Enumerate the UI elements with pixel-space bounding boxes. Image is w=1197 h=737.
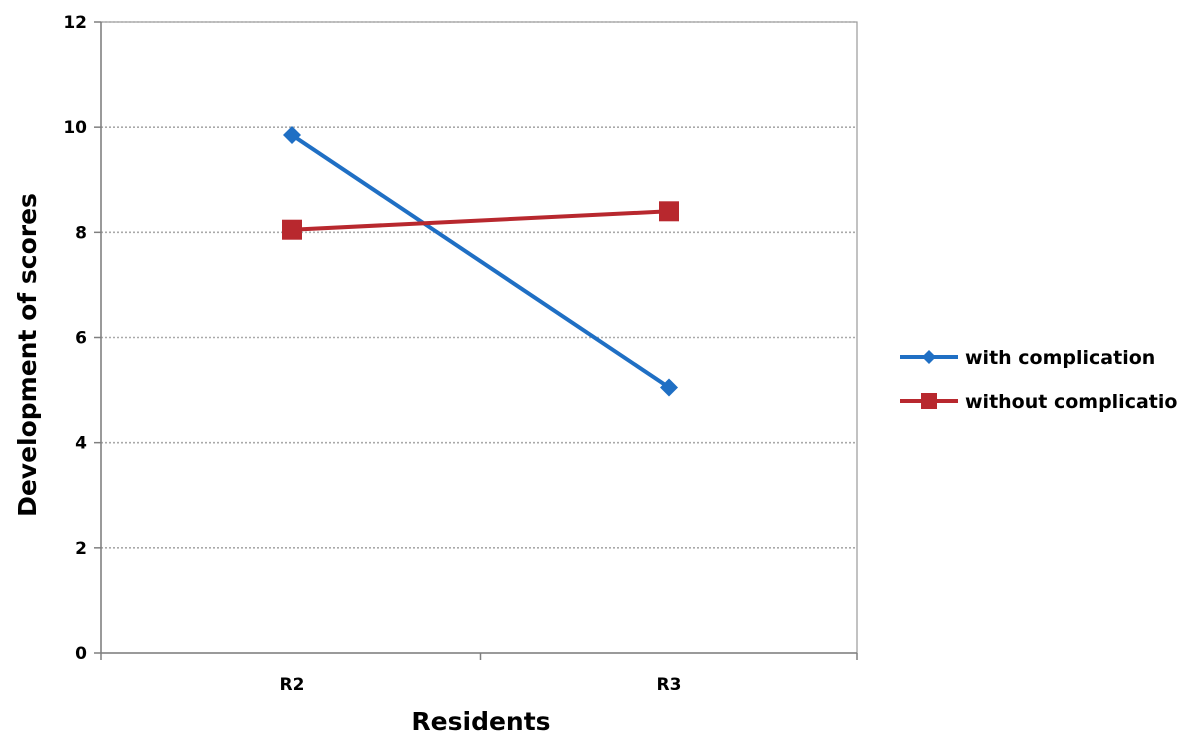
- legend-entry: with complication: [900, 347, 1155, 369]
- data-point: [659, 201, 679, 222]
- legend-entry: without complicatio: [900, 391, 1177, 413]
- x-tick-label: R2: [280, 675, 305, 695]
- legend-marker: [922, 350, 936, 364]
- y-axis-title: Development of scores: [13, 193, 42, 517]
- x-axis-ticks: R2 R3: [100, 653, 858, 695]
- series-1: [283, 126, 678, 397]
- x-tick-label: R3: [657, 675, 682, 695]
- gridlines: [101, 21, 857, 549]
- y-tick-label: 2: [75, 539, 87, 559]
- y-tick-label: 12: [63, 13, 87, 33]
- series-line: [290, 133, 671, 390]
- data-point: [283, 126, 301, 145]
- y-axis-ticks: 0 2 4 6 8 10 12: [63, 13, 101, 664]
- series-line: [291, 209, 670, 232]
- y-tick-label: 6: [75, 329, 87, 349]
- series-layer: [282, 126, 679, 397]
- legend-label: with complication: [965, 347, 1155, 369]
- legend-label: without complicatio: [965, 391, 1177, 413]
- series-2: [282, 201, 679, 240]
- y-tick-label: 8: [75, 223, 87, 243]
- legend: with complication without complicatio: [900, 347, 1177, 413]
- data-point: [660, 378, 678, 397]
- x-axis-title: Residents: [411, 707, 550, 736]
- y-tick-label: 4: [75, 434, 87, 454]
- y-tick-label: 10: [63, 118, 87, 138]
- y-tick-label: 0: [75, 644, 87, 664]
- legend-marker: [921, 393, 937, 409]
- data-point: [282, 219, 302, 240]
